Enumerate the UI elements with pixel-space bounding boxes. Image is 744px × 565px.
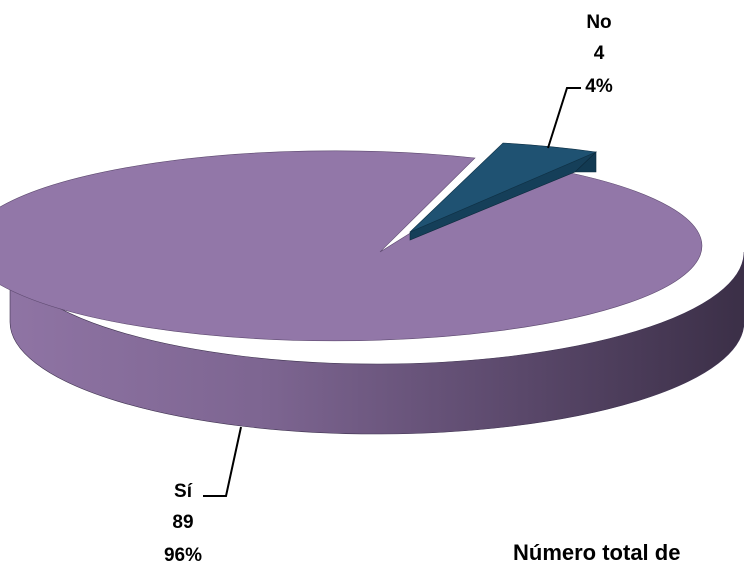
label-si-percent: 96% — [164, 545, 202, 565]
leader-line-no — [547, 87, 581, 149]
label-no-value: 4 — [594, 43, 605, 64]
slice-si-side — [9, 251, 744, 435]
label-no-percent: 4% — [585, 76, 613, 97]
leader-line-si — [203, 426, 242, 497]
slice-si-top — [0, 150, 703, 342]
slice-no-top — [409, 142, 598, 233]
label-si-value: 89 — [172, 512, 193, 533]
label-si-name: Sí — [174, 481, 193, 502]
label-no-name: No — [586, 12, 611, 33]
chart-title: Número total de — [513, 540, 680, 565]
